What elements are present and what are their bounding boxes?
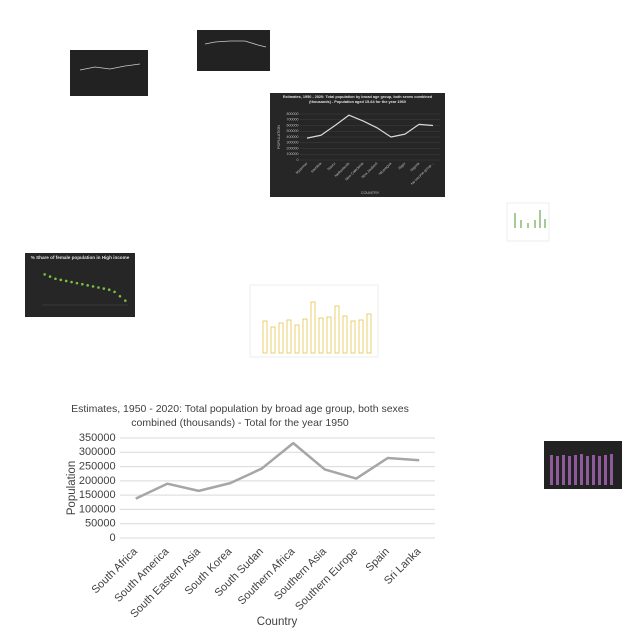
y-tick-label: 200000 bbox=[79, 475, 116, 487]
data-point bbox=[107, 288, 111, 291]
data-point bbox=[113, 290, 116, 294]
data-point bbox=[43, 273, 46, 276]
title-box: Estimates, 1950 - 2020: Total population… bbox=[71, 403, 409, 429]
data-point bbox=[48, 275, 52, 278]
title-box: % Share of female population in High inc… bbox=[30, 255, 130, 260]
data-point bbox=[81, 282, 84, 286]
y-tick-label: 50000 bbox=[85, 518, 116, 530]
data-line bbox=[135, 441, 420, 500]
y-tick-label: 250000 bbox=[79, 460, 116, 472]
data-point bbox=[91, 285, 95, 288]
data-point bbox=[86, 284, 89, 287]
data-point bbox=[118, 294, 122, 298]
x-tick-label: Nauru bbox=[327, 162, 337, 172]
thumbnail bbox=[249, 284, 379, 358]
y-tick-label: 500000 bbox=[287, 129, 299, 133]
data-point bbox=[54, 277, 57, 281]
y-tick-label: 350000 bbox=[79, 432, 116, 444]
y-tick-label: 700000 bbox=[287, 118, 299, 122]
y-tick-label: 400000 bbox=[287, 135, 299, 139]
y-tick-label: 100000 bbox=[79, 503, 116, 515]
y-tick-label: 800000 bbox=[287, 112, 299, 116]
x-axis-label: Country bbox=[257, 616, 298, 628]
x-axis-label: COUNTRY bbox=[361, 191, 380, 195]
data-point bbox=[75, 281, 79, 285]
x-tick-label: Niger bbox=[397, 161, 406, 170]
x-tick-label: Nigeria bbox=[409, 162, 420, 173]
data-point bbox=[102, 287, 106, 290]
y-tick-label: 300000 bbox=[287, 141, 299, 145]
data-line bbox=[306, 114, 434, 139]
chart-title: % Share of female population in High inc… bbox=[30, 255, 130, 260]
y-axis-label: Population bbox=[66, 461, 78, 516]
y-axis-label: POPULATION bbox=[277, 125, 281, 149]
chart-background bbox=[270, 93, 445, 197]
y-tick-label: 300000 bbox=[79, 446, 116, 458]
thumbnail bbox=[70, 50, 148, 96]
title-box: Estimates, 1950 - 2020: Total population… bbox=[282, 95, 433, 104]
thumbnail bbox=[197, 30, 270, 71]
data-point bbox=[59, 278, 63, 282]
data-point bbox=[64, 279, 68, 283]
x-tick-label: Spain bbox=[364, 546, 392, 574]
chart-title: Estimates, 1950 - 2020: Total population… bbox=[71, 403, 409, 429]
data-point bbox=[97, 286, 100, 289]
y-tick-label: 100000 bbox=[287, 152, 299, 156]
data-point bbox=[124, 299, 127, 302]
y-tick-label: 0 bbox=[297, 158, 299, 162]
y-tick-label: 0 bbox=[109, 532, 115, 544]
thumbnail bbox=[506, 202, 550, 242]
y-tick-label: 200000 bbox=[287, 146, 299, 150]
chart-title: Estimates, 1950 - 2020: Total population… bbox=[282, 95, 433, 104]
thumbnail bbox=[544, 441, 622, 489]
y-tick-label: 600000 bbox=[287, 123, 299, 127]
y-tick-label: 150000 bbox=[79, 489, 116, 501]
data-point bbox=[70, 280, 73, 284]
x-tick-label: South America bbox=[112, 545, 172, 605]
chart-background bbox=[25, 253, 135, 317]
